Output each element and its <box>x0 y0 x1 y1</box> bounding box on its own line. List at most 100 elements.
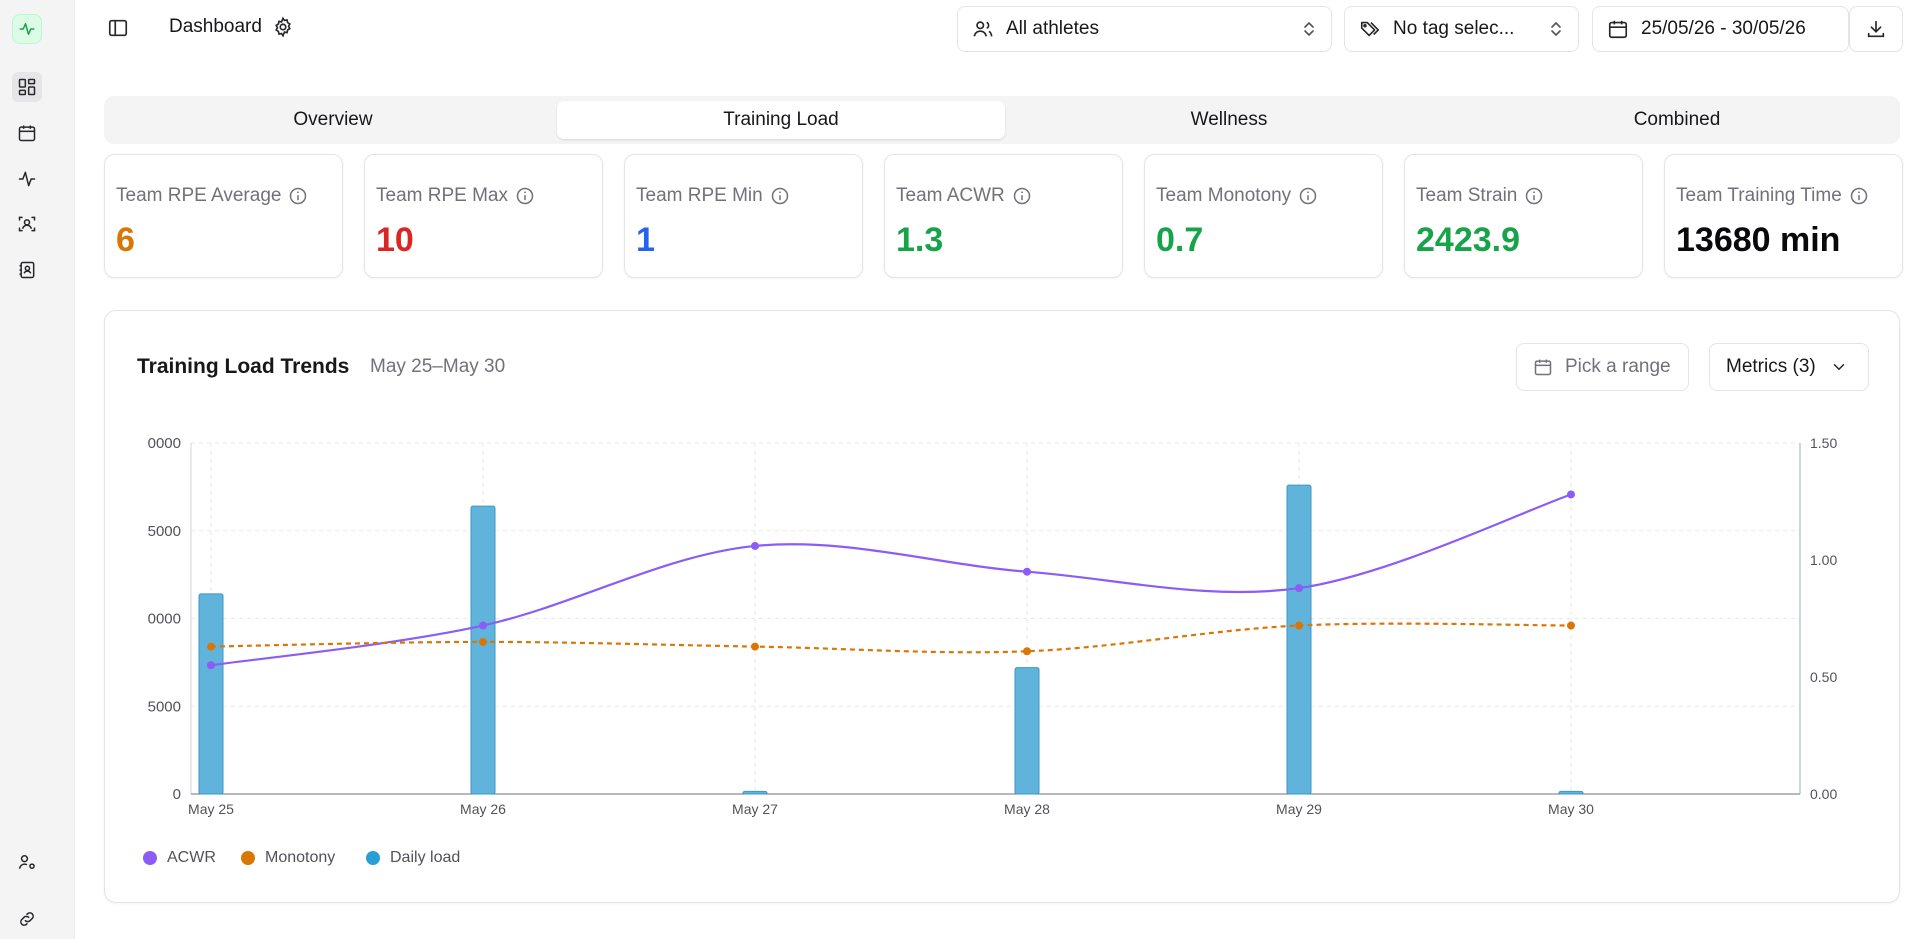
daily-load-bar <box>470 505 496 795</box>
info-icon[interactable] <box>770 186 790 206</box>
athletes-select[interactable]: All athletes <box>957 6 1332 52</box>
info-icon[interactable] <box>1012 186 1032 206</box>
kpi-value: 1.3 <box>896 221 944 259</box>
tag-select-value: No tag selec... <box>1393 18 1515 39</box>
acwr-line <box>210 493 1572 667</box>
date-range-value: 25/05/26 - 30/05/26 <box>1641 18 1806 39</box>
sidebar-scan-user-icon[interactable] <box>12 209 42 239</box>
date-range-picker[interactable]: 25/05/26 - 30/05/26 <box>1592 6 1849 52</box>
kpi-value: 13680 min <box>1676 221 1841 259</box>
activity-logo-icon <box>19 23 35 35</box>
sidebar-calendar-icon[interactable] <box>12 118 42 148</box>
acwr-point <box>1295 584 1303 593</box>
app-logo[interactable] <box>12 14 42 44</box>
tab-overview[interactable]: Overview <box>293 109 373 130</box>
legend-dot-acwr <box>143 851 157 865</box>
sidebar-link-icon[interactable] <box>12 904 42 934</box>
athletes-select-value: All athletes <box>1006 18 1099 39</box>
acwr-point <box>207 661 215 670</box>
tag-select[interactable]: No tag selec... <box>1344 6 1579 52</box>
info-icon[interactable] <box>1849 186 1869 206</box>
x-axis-tick-label: May 28 <box>1004 801 1050 817</box>
x-axis-tick-label: May 27 <box>732 801 778 817</box>
sidebar-toggle-icon[interactable] <box>104 14 132 42</box>
kpi-value: 2423.9 <box>1416 221 1520 259</box>
kpi-value: 10 <box>376 221 414 259</box>
legend-item-acwr: ACWR <box>143 849 216 867</box>
sidebar-dashboard-icon[interactable] <box>12 72 42 102</box>
kpi-card: Team Training Time 13680 min <box>1664 154 1903 278</box>
tab-combined[interactable]: Combined <box>1633 109 1721 130</box>
metrics-label: Metrics (3) <box>1726 356 1816 377</box>
daily-load-bar <box>1286 484 1312 795</box>
daily-load-bar <box>198 593 224 795</box>
legend-label-acwr: ACWR <box>167 849 216 866</box>
x-axis-tick-label: May 26 <box>460 801 506 817</box>
info-icon[interactable] <box>288 186 308 206</box>
info-icon[interactable] <box>515 186 535 206</box>
sidebar-contacts-icon[interactable] <box>12 255 42 285</box>
acwr-point <box>751 541 759 550</box>
sidebar-activity-icon[interactable] <box>12 164 42 194</box>
legend-label-daily-load: Daily load <box>390 849 461 866</box>
users-icon <box>973 21 993 37</box>
right-axis-tick-label: 0.50 <box>1810 669 1837 685</box>
right-axis-tick-label: 1.00 <box>1810 552 1837 568</box>
sidebar-user-settings-icon[interactable] <box>12 847 42 877</box>
download-button[interactable] <box>1849 6 1903 52</box>
chevrons-up-down-icon <box>1304 21 1314 37</box>
chevrons-up-down-icon <box>1551 21 1561 37</box>
x-axis-tick-label: May 30 <box>1548 801 1594 817</box>
chart-subtitle: May 25–May 30 <box>370 356 506 377</box>
legend-dot-daily-load <box>366 851 380 865</box>
acwr-point <box>479 621 487 630</box>
kpi-card: Team RPE Min 1 <box>624 154 863 278</box>
tab-wellness[interactable]: Wellness <box>1190 109 1268 130</box>
page-title: Dashboard <box>169 16 262 37</box>
kpi-label-text: Team ACWR <box>896 185 1005 206</box>
right-axis-tick-label: 0.00 <box>1810 786 1837 802</box>
right-axis-tick-label: 1.50 <box>1810 435 1837 451</box>
kpi-label: Team RPE Max <box>376 185 535 207</box>
kpi-label: Team Monotony <box>1156 185 1318 207</box>
training-load-chart: 0000 5000 0000 5000 0 1.50 1.00 0.50 0.00 May 25 M… <box>148 435 1838 817</box>
chart-title: Training Load Trends <box>137 355 350 378</box>
sidebar <box>0 0 75 939</box>
tags-icon <box>1360 21 1380 37</box>
kpi-card: Team Strain 2423.9 <box>1404 154 1643 278</box>
kpi-label: Team Strain <box>1416 185 1544 207</box>
legend-item-daily-load: Daily load <box>366 849 460 867</box>
kpi-label-text: Team RPE Max <box>376 185 508 206</box>
info-icon[interactable] <box>1524 186 1544 206</box>
daily-load-bar <box>1558 790 1584 795</box>
legend-label-monotony: Monotony <box>265 849 336 866</box>
pick-range-button[interactable]: Pick a range <box>1516 343 1689 391</box>
kpi-label-text: Team RPE Average <box>116 185 282 206</box>
left-axis-tick-label: 0000 <box>148 435 181 452</box>
tab-bar: Overview Training Load Wellness Combined <box>104 96 1900 144</box>
left-axis-tick-label: 5000 <box>148 523 181 540</box>
daily-load-bar <box>742 790 768 795</box>
kpi-label: Team RPE Min <box>636 185 790 207</box>
calendar-icon <box>1608 20 1628 39</box>
tab-training-load[interactable]: Training Load <box>557 101 1005 139</box>
kpi-label: Team RPE Average <box>116 185 308 207</box>
monotony-point <box>207 642 215 651</box>
kpi-card: Team RPE Max 10 <box>364 154 603 278</box>
gear-icon[interactable] <box>272 16 294 38</box>
x-axis-tick-label: May 25 <box>188 801 234 817</box>
metrics-dropdown[interactable]: Metrics (3) <box>1709 343 1869 391</box>
kpi-label-text: Team Training Time <box>1676 185 1842 206</box>
monotony-point <box>479 637 487 646</box>
x-axis-tick-label: May 29 <box>1276 801 1322 817</box>
left-axis-tick-label: 5000 <box>148 698 181 715</box>
kpi-label-text: Team Monotony <box>1156 185 1292 206</box>
kpi-label: Team Training Time <box>1676 185 1869 207</box>
kpi-label-text: Team Strain <box>1416 185 1518 206</box>
left-axis-tick-label: 0 <box>173 786 181 803</box>
kpi-value: 1 <box>636 221 655 259</box>
acwr-point <box>1023 567 1031 576</box>
kpi-value: 0.7 <box>1156 221 1204 259</box>
info-icon[interactable] <box>1298 186 1318 206</box>
legend-item-monotony: Monotony <box>241 849 335 867</box>
